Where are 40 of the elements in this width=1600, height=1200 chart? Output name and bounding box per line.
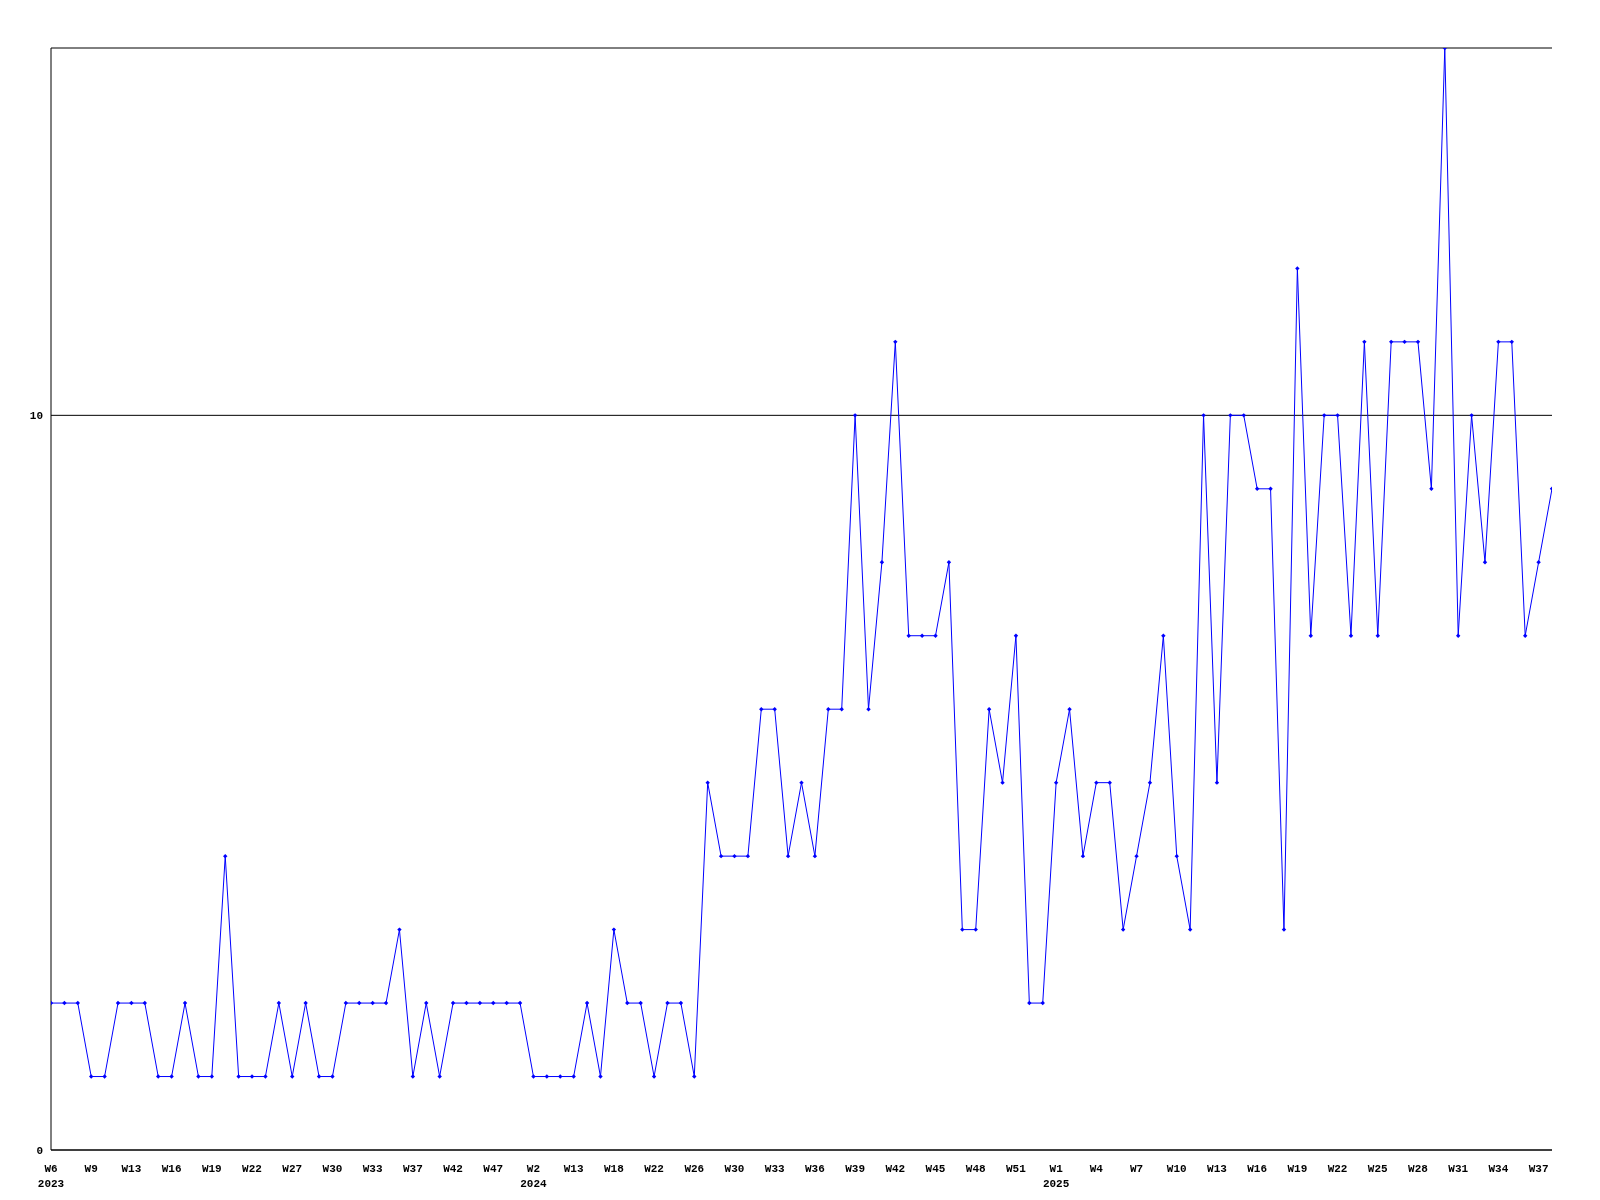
x-tick-label: W26 (684, 1163, 705, 1175)
x-tick-label: W51 (1006, 1163, 1027, 1175)
x-tick-label: W18 (603, 1163, 625, 1175)
x-tick-label: W7 (1129, 1163, 1144, 1175)
x-tick-label: W37 (1528, 1163, 1549, 1175)
x-tick-label: W30 (322, 1163, 343, 1175)
x-tick-label: W13 (563, 1163, 584, 1175)
x-tick-label: W34 (1488, 1163, 1509, 1175)
x-tick-label: W33 (764, 1163, 785, 1175)
x-tick-label: W48 (965, 1163, 987, 1175)
x-tick-label: W1 2025 (1042, 1163, 1070, 1190)
x-tick-label: W13 (121, 1163, 142, 1175)
x-tick-label: W6 2023 (37, 1163, 65, 1190)
x-tick-label: W2 2024 (520, 1163, 548, 1190)
x-tick-label: W33 (362, 1163, 383, 1175)
x-tick-label: W28 (1408, 1163, 1429, 1175)
x-tick-label: W22 (644, 1163, 664, 1175)
x-tick-label: W27 (282, 1163, 303, 1175)
x-tick-label: W30 (724, 1163, 745, 1175)
x-tick-label: W9 (84, 1163, 98, 1175)
x-tick-label: W42 (443, 1163, 463, 1175)
x-tick-label: W39 (845, 1163, 866, 1175)
x-tick-label: W19 (201, 1163, 222, 1175)
x-tick-label: W25 (1367, 1163, 1389, 1175)
x-tick-label: W36 (805, 1163, 825, 1175)
x-tick-label: W22 (242, 1163, 262, 1175)
y-tick-label: 10 (29, 410, 43, 423)
x-tick-label: W47 (483, 1163, 504, 1175)
x-tick-label: W45 (925, 1163, 946, 1175)
x-tick-label: W22 (1327, 1163, 1348, 1175)
y-tick-label: 0 (36, 1144, 43, 1157)
x-tick-label: W13 (1207, 1163, 1228, 1175)
x-tick-label: W42 (885, 1163, 906, 1175)
x-tick-label: W31 (1448, 1163, 1469, 1175)
x-tick-label: W19 (1287, 1163, 1308, 1175)
x-tick-label: W16 (1247, 1163, 1268, 1175)
x-tick-label: W16 (161, 1163, 182, 1175)
x-tick-label: W37 (402, 1163, 423, 1175)
x-tick-label: W10 (1166, 1163, 1187, 1175)
x-tick-label: W4 (1089, 1163, 1104, 1175)
